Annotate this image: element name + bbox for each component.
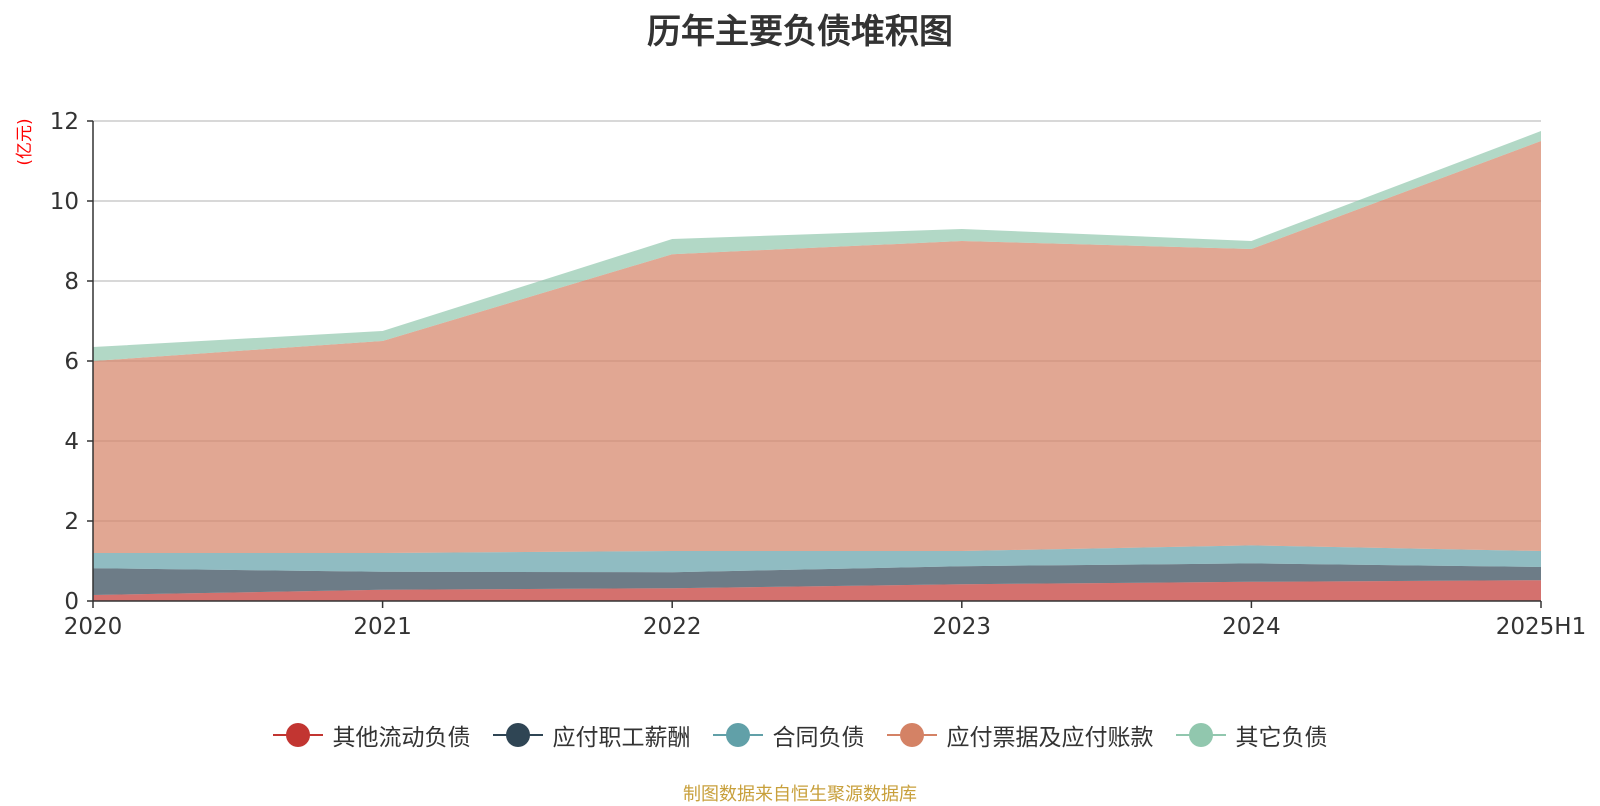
y-tick-label: 6 (64, 349, 79, 375)
chart-title: 历年主要负债堆积图 (647, 12, 953, 52)
series-area-1 (93, 580, 1541, 601)
y-tick-label: 2 (64, 509, 79, 535)
legend-marker-icon (712, 723, 763, 747)
x-tick-label: 2022 (643, 614, 702, 640)
axis-layer: 0 2 4 6 8 10 12 2020 2021 2022 2023 2024 2025H1 (50, 109, 1587, 640)
x-tick-label: 2021 (353, 614, 412, 640)
area-layer (93, 131, 1541, 601)
legend-marker-icon (886, 723, 937, 747)
legend-label: 应付票据及应付账款 (946, 725, 1154, 751)
legend-item-1[interactable]: 其他流动负债 (272, 718, 471, 752)
y-tick-label: 12 (50, 109, 79, 135)
legend-item-4[interactable]: 应付票据及应付账款 (886, 718, 1154, 752)
series-area-2 (93, 563, 1541, 595)
y-tick-label: 10 (50, 189, 79, 215)
x-tick-label: 2025H1 (1496, 614, 1586, 640)
series-area-4 (93, 141, 1541, 553)
legend-item-3[interactable]: 合同负债 (712, 718, 865, 752)
y-tick-label: 4 (64, 429, 79, 455)
series-area-3 (93, 545, 1541, 573)
y-axis-unit-label: (亿元) (15, 118, 35, 165)
series-area-5 (93, 131, 1541, 361)
legend-item-2[interactable]: 应付职工薪酬 (492, 718, 691, 752)
legend-label: 其他流动负债 (332, 725, 471, 751)
source-note: 制图数据来自恒生聚源数据库 (683, 784, 917, 805)
y-tick-label: 0 (64, 589, 79, 615)
legend-marker-icon (272, 723, 323, 747)
legend-item-5[interactable]: 其它负债 (1175, 718, 1328, 752)
legend-label: 应付职工薪酬 (552, 725, 691, 751)
legend-marker-icon (1175, 723, 1226, 747)
legend-label: 合同负债 (772, 725, 865, 751)
y-tick-label: 8 (64, 269, 79, 295)
x-tick-label: 2023 (933, 614, 992, 640)
x-tick-label: 2020 (64, 614, 123, 640)
legend: 其他流动负债 应付职工薪酬 合同负债 应付票据及应付账款 其它负债 (0, 718, 1600, 752)
legend-marker-icon (492, 723, 543, 747)
x-tick-label: 2024 (1222, 614, 1281, 640)
legend-label: 其它负债 (1235, 725, 1328, 751)
